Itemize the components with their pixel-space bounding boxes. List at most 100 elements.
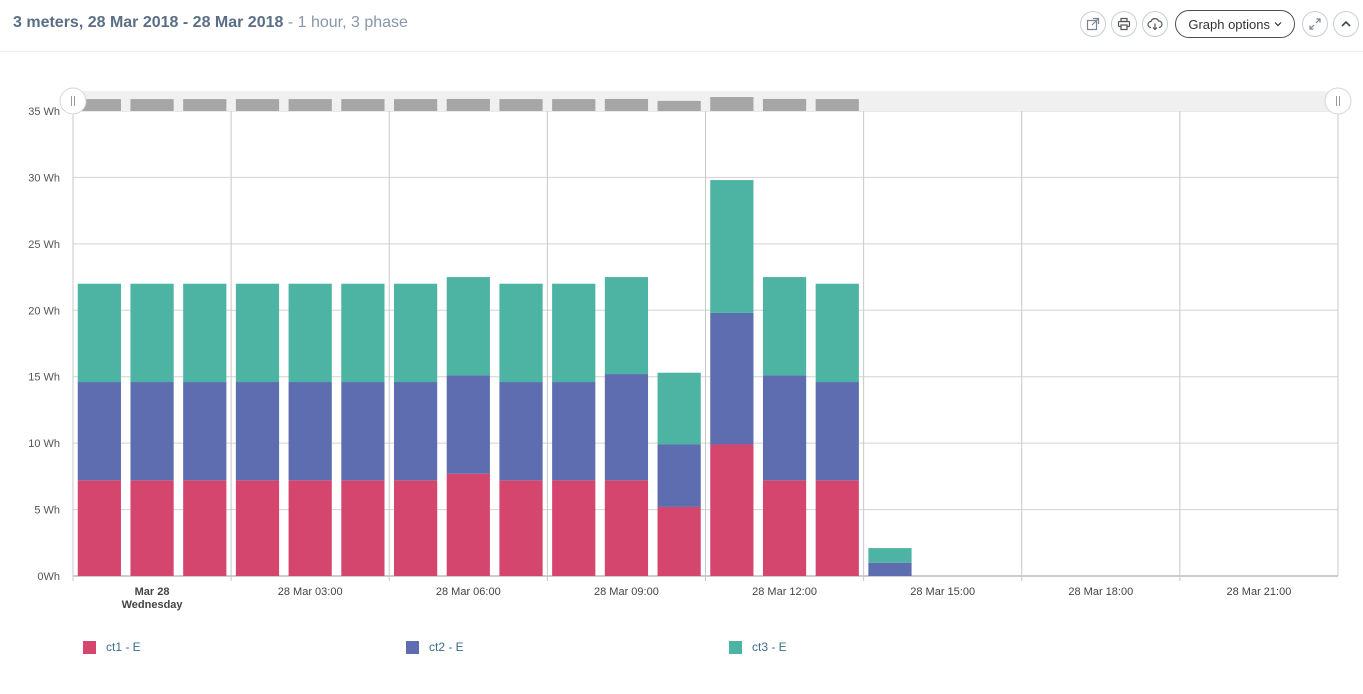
navigator-mini-bar bbox=[815, 99, 859, 111]
legend-item[interactable]: ct3 - E bbox=[729, 640, 787, 654]
x-tick-label: 28 Mar 21:00 bbox=[1227, 586, 1292, 598]
navigator-track bbox=[73, 91, 1338, 111]
navigator-mini-bar bbox=[183, 99, 227, 111]
cloud-download-icon bbox=[1147, 18, 1163, 31]
bar-segment[interactable] bbox=[710, 444, 754, 576]
handle-circle[interactable] bbox=[1324, 87, 1352, 115]
bar-segment[interactable] bbox=[604, 277, 649, 375]
bar-segment[interactable] bbox=[393, 382, 438, 481]
bar-segment[interactable] bbox=[762, 375, 807, 481]
print-icon bbox=[1118, 17, 1131, 31]
navigator-mini-bar bbox=[130, 99, 174, 111]
graph-toolbar: Graph options bbox=[1080, 10, 1359, 38]
x-tick-label: Mar 28 bbox=[135, 586, 170, 598]
bar-segment[interactable] bbox=[604, 374, 649, 481]
bar-segment[interactable] bbox=[446, 375, 490, 474]
collapse-button[interactable] bbox=[1333, 11, 1359, 37]
bar-segment[interactable] bbox=[552, 382, 596, 481]
bar-segment[interactable] bbox=[710, 312, 754, 445]
x-tick-label: 28 Mar 18:00 bbox=[1068, 586, 1133, 598]
bar-segment[interactable] bbox=[868, 548, 912, 563]
bar-segment[interactable] bbox=[341, 382, 385, 481]
graph-options-label: Graph options bbox=[1188, 16, 1270, 32]
x-tick-label: 28 Mar 12:00 bbox=[752, 586, 817, 598]
bar-segment[interactable] bbox=[288, 382, 332, 481]
bar-segment[interactable] bbox=[710, 180, 754, 313]
graph-options-button[interactable]: Graph options bbox=[1175, 10, 1295, 38]
bar-segment[interactable] bbox=[183, 480, 227, 576]
title-main: 3 meters, 28 Mar 2018 - 28 Mar 2018 bbox=[13, 14, 284, 31]
bar-segment[interactable] bbox=[552, 480, 596, 576]
bar-segment[interactable] bbox=[657, 444, 701, 507]
y-tick-label: 15 Wh bbox=[28, 372, 60, 384]
bar-segment[interactable] bbox=[499, 382, 543, 481]
navigator-right-handle[interactable] bbox=[1324, 87, 1352, 115]
bar-segment[interactable] bbox=[393, 283, 438, 383]
axis-layer: 0Wh 5 Wh 10 Wh 15 Wh 20 Wh 25 Wh 30 Wh 35 Wh Mar… bbox=[28, 106, 1291, 611]
bar-segment[interactable] bbox=[235, 382, 280, 481]
y-tick-label: 35 Wh bbox=[28, 106, 60, 118]
download-button[interactable] bbox=[1142, 11, 1169, 37]
chart-area: 0Wh 5 Wh 10 Wh 15 Wh 20 Wh 25 Wh 30 Wh 35 Wh Mar… bbox=[0, 60, 1363, 635]
bar-segment[interactable] bbox=[341, 480, 385, 576]
bar-segment[interactable] bbox=[288, 480, 332, 576]
expand-icon bbox=[1309, 18, 1321, 30]
bar-segment[interactable] bbox=[446, 277, 490, 376]
bar-segment[interactable] bbox=[130, 480, 174, 576]
legend-label: ct2 - E bbox=[429, 640, 464, 654]
bar-segment[interactable] bbox=[499, 480, 543, 576]
bar-segment[interactable] bbox=[183, 283, 227, 383]
bar-segment[interactable] bbox=[77, 382, 121, 481]
x-tick-label: 28 Mar 09:00 bbox=[594, 586, 659, 598]
fullscreen-button[interactable] bbox=[1302, 11, 1328, 37]
handle-circle[interactable] bbox=[59, 87, 87, 115]
print-button[interactable] bbox=[1111, 11, 1138, 37]
bar-segment[interactable] bbox=[657, 506, 701, 576]
bar-segment[interactable] bbox=[130, 283, 174, 383]
legend-label: ct3 - E bbox=[752, 640, 787, 654]
bar-segment[interactable] bbox=[393, 480, 438, 576]
legend-item[interactable]: ct1 - E bbox=[83, 640, 141, 654]
legend-item[interactable]: ct2 - E bbox=[406, 640, 464, 654]
bar-segment[interactable] bbox=[77, 480, 121, 576]
legend-swatch bbox=[729, 640, 742, 654]
y-tick-label: 20 Wh bbox=[28, 305, 60, 317]
navigator-mini-bar bbox=[762, 98, 807, 111]
bar-segment[interactable] bbox=[604, 480, 649, 576]
bar-segment[interactable] bbox=[183, 382, 227, 481]
bar-segment[interactable] bbox=[130, 382, 174, 481]
x-tick-label: 28 Mar 15:00 bbox=[910, 586, 975, 598]
energy-chart: 0Wh 5 Wh 10 Wh 15 Wh 20 Wh 25 Wh 30 Wh 35 Wh Mar… bbox=[28, 87, 1352, 611]
bar-segment[interactable] bbox=[762, 480, 807, 576]
bar-segment[interactable] bbox=[341, 283, 385, 383]
bar-segment[interactable] bbox=[868, 562, 912, 576]
y-tick-label: 0Wh bbox=[37, 571, 60, 583]
bar-segment[interactable] bbox=[446, 473, 490, 576]
bar-segment[interactable] bbox=[235, 283, 280, 383]
bar-segment[interactable] bbox=[815, 382, 859, 481]
legend-swatch bbox=[83, 640, 96, 654]
external-link-icon bbox=[1087, 17, 1100, 31]
bar-segment[interactable] bbox=[552, 283, 596, 383]
bar-segment[interactable] bbox=[499, 283, 543, 383]
bar-segment[interactable] bbox=[288, 283, 332, 383]
navigator-mini-bar bbox=[446, 98, 490, 111]
x-tick-label: 28 Mar 03:00 bbox=[278, 586, 343, 598]
chart-legend: ct1 - E ct2 - E ct3 - E bbox=[0, 638, 1363, 662]
navigator-mini-bar bbox=[604, 98, 649, 111]
graph-header: 3 meters, 28 Mar 2018 - 28 Mar 2018 - 1 … bbox=[0, 0, 1363, 52]
bar-segment[interactable] bbox=[657, 372, 701, 445]
navigator[interactable] bbox=[59, 87, 1352, 115]
open-external-button[interactable] bbox=[1080, 11, 1107, 37]
bar-segment[interactable] bbox=[762, 277, 807, 376]
navigator-left-handle[interactable] bbox=[59, 87, 87, 115]
navigator-mini-bar bbox=[657, 100, 701, 111]
bar-segment[interactable] bbox=[815, 480, 859, 576]
bar-segment[interactable] bbox=[815, 283, 859, 383]
y-tick-label: 25 Wh bbox=[28, 239, 60, 251]
navigator-mini-bar bbox=[235, 99, 280, 111]
bar-segment[interactable] bbox=[235, 480, 280, 576]
bar-segment[interactable] bbox=[77, 283, 121, 383]
navigator-mini-bar bbox=[288, 99, 332, 111]
